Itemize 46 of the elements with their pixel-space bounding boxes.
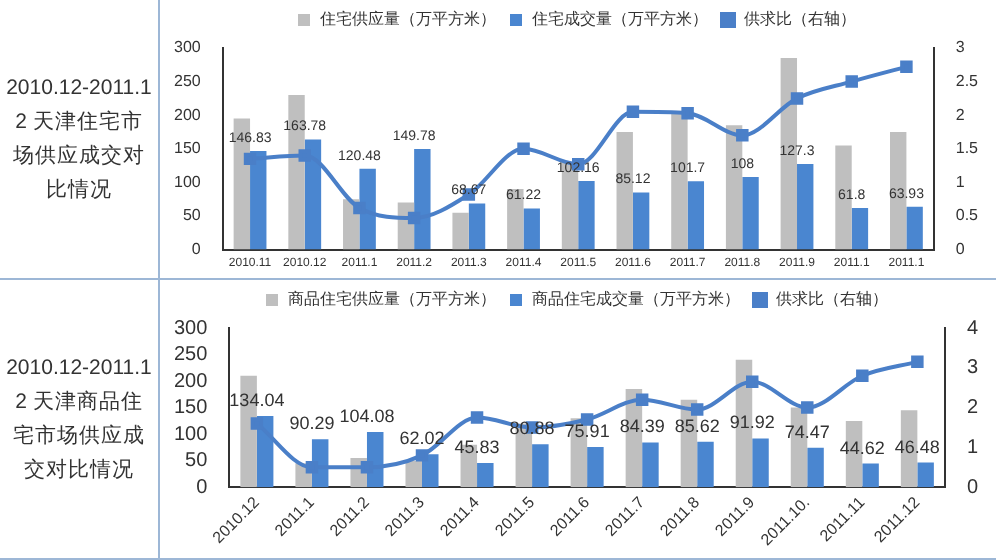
data-label: 44.62 bbox=[839, 437, 885, 458]
y-tick-label: 300 bbox=[173, 38, 202, 57]
y2-tick-label: 2.5 bbox=[955, 72, 980, 91]
data-label: 46.48 bbox=[894, 436, 940, 457]
data-label: 62.02 bbox=[399, 428, 445, 449]
data-label: 91.92 bbox=[729, 412, 775, 433]
y-tick-label: 0 bbox=[196, 476, 209, 499]
data-label: 134.04 bbox=[229, 390, 285, 411]
data-label: 85.62 bbox=[674, 415, 720, 436]
data-label: 74.47 bbox=[784, 421, 830, 442]
y2-tick-label: 4 bbox=[966, 317, 979, 340]
legend-label: 住宅供应量（万平方米） bbox=[320, 10, 496, 29]
data-label: 84.39 bbox=[619, 416, 665, 437]
y-tick-label: 150 bbox=[173, 397, 209, 420]
y2-tick-label: 1.5 bbox=[955, 139, 980, 158]
y2-tick-label: 2 bbox=[966, 397, 979, 420]
data-label: 104.08 bbox=[339, 405, 395, 426]
y-tick-label: 100 bbox=[173, 423, 209, 446]
legend-label: 商品住宅供应量（万平方米） bbox=[288, 290, 496, 309]
y-tick-label: 200 bbox=[173, 370, 209, 393]
y2-tick-label: 0.5 bbox=[955, 206, 980, 225]
y2-tick-label: 1 bbox=[966, 436, 979, 459]
legend-label: 住宅成交量（万平方米） bbox=[532, 10, 708, 29]
y-tick-label: 250 bbox=[173, 72, 202, 91]
text: 2010.12-2011.12 天津住宅市场供应成交对比情况 bbox=[0, 0, 160, 278]
y-tick-label: 50 bbox=[182, 206, 202, 225]
y2-tick-label: 0 bbox=[955, 240, 966, 259]
y2-tick-label: 2 bbox=[955, 105, 966, 124]
data-label: 90.29 bbox=[289, 413, 335, 434]
y-tick-label: 300 bbox=[173, 317, 209, 340]
y-tick-label: 100 bbox=[173, 172, 202, 191]
legend-label: 商品住宅成交量（万平方米） bbox=[532, 290, 740, 309]
y2-tick-label: 3 bbox=[955, 38, 966, 57]
legend-label: 供求比（右轴） bbox=[776, 290, 888, 309]
y2-tick-label: 3 bbox=[966, 357, 979, 380]
y-tick-label: 250 bbox=[173, 344, 209, 367]
legend-label: 供求比（右轴） bbox=[744, 10, 856, 29]
y-tick-label: 150 bbox=[173, 139, 202, 158]
data-label: 75.91 bbox=[564, 420, 610, 441]
y2-tick-label: 0 bbox=[966, 476, 979, 499]
y2-tick-label: 1 bbox=[955, 172, 966, 191]
data-label: 45.83 bbox=[454, 436, 500, 457]
text: 2010.12-2011.12 天津商品住宅市场供应成交对比情况 bbox=[0, 280, 160, 558]
y-tick-label: 50 bbox=[185, 450, 209, 473]
y-tick-label: 0 bbox=[191, 240, 202, 259]
y-tick-label: 200 bbox=[173, 105, 202, 124]
